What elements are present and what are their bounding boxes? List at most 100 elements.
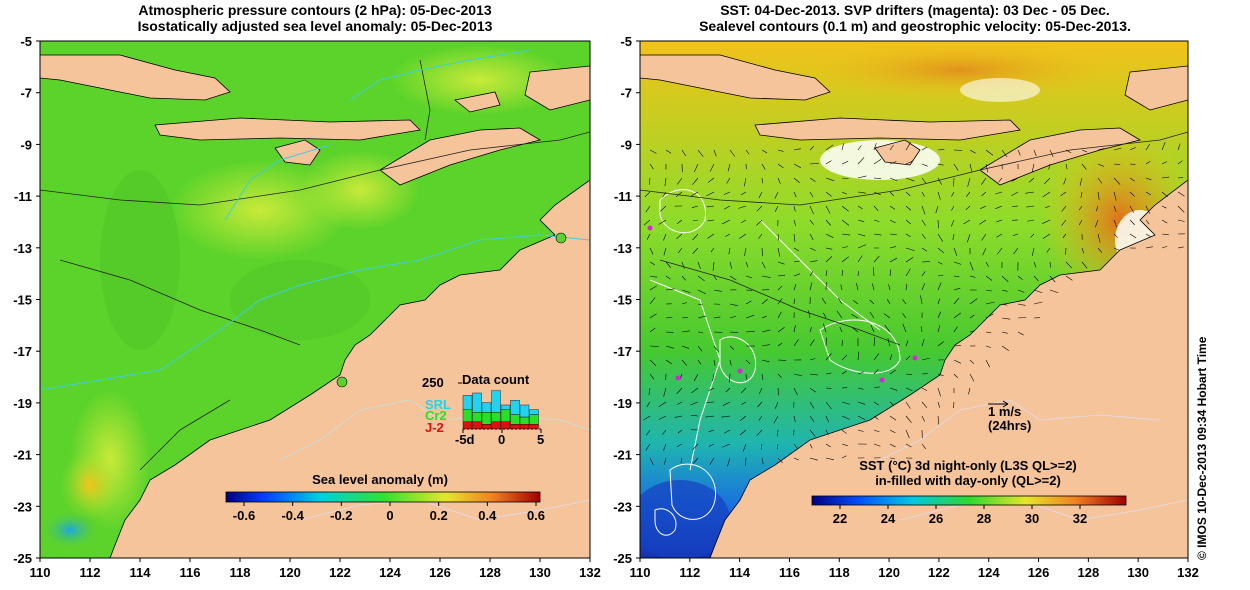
data-count-bar-srl bbox=[519, 404, 530, 418]
data-count-inset: Data count 250 -5d 0 5 SRL Cr2 J-2 bbox=[422, 372, 544, 447]
legend-j2: J-2 bbox=[425, 420, 444, 435]
data-count-bar-srl bbox=[462, 395, 473, 410]
right-xtick-label: 114 bbox=[729, 565, 751, 580]
left-ytick-label: -23 bbox=[13, 499, 32, 514]
data-count-bar-srl bbox=[472, 392, 482, 413]
right-xtick-label: 116 bbox=[779, 565, 800, 580]
right-xtick-label: 112 bbox=[679, 565, 700, 580]
left-ytick-label: -21 bbox=[13, 448, 32, 463]
left-xtick-label: 122 bbox=[329, 565, 351, 580]
data-count-xlabel-1: 0 bbox=[498, 432, 505, 447]
right-xtick-label: 132 bbox=[1177, 565, 1199, 580]
right-xtick-label: 122 bbox=[928, 565, 950, 580]
data-count-bar-cr2 bbox=[529, 414, 539, 425]
right-ytick-label: -7 bbox=[620, 86, 632, 101]
data-count-bar-cr2 bbox=[500, 409, 511, 422]
data-count-bar-cr2 bbox=[472, 412, 482, 423]
left-ytick-label: -9 bbox=[20, 137, 32, 152]
drifter-marker bbox=[647, 225, 653, 231]
data-count-bar-srl bbox=[491, 390, 501, 413]
sla-colorbar-tick-label: 0.4 bbox=[478, 508, 497, 523]
legend-srl: SRL bbox=[425, 397, 451, 412]
sst-colorbar-tick-label: 22 bbox=[833, 511, 847, 526]
left-map bbox=[40, 41, 590, 558]
data-count-bar-j-2 bbox=[462, 421, 473, 430]
right-ytick-label: -23 bbox=[613, 499, 632, 514]
left-xtick-label: 126 bbox=[429, 565, 451, 580]
sla-colorbar-label: Sea level anomaly (m) bbox=[312, 472, 448, 487]
right-ytick-label: -25 bbox=[613, 551, 632, 566]
left-xtick-label: 114 bbox=[130, 565, 152, 580]
sst-colorbar-tick-label: 30 bbox=[1025, 511, 1039, 526]
right-xtick-label: 124 bbox=[978, 565, 1000, 580]
data-count-bar-j-2 bbox=[472, 421, 482, 430]
drifter-marker bbox=[912, 355, 918, 361]
left-ytick-label: -7 bbox=[20, 86, 32, 101]
data-count-bar-srl bbox=[481, 402, 492, 413]
right-xtick-label: 126 bbox=[1028, 565, 1050, 580]
right-title-line1: SST: 04-Dec-2013. SVP drifters (magenta)… bbox=[720, 2, 1110, 18]
right-ytick-label: -13 bbox=[613, 241, 632, 256]
velocity-scale-line2: (24hrs) bbox=[988, 418, 1031, 433]
data-count-bar-srl bbox=[529, 409, 539, 415]
credit-text: © IMOS 10-Dec-2013 09:34 Hobart Time bbox=[1195, 336, 1209, 560]
right-title-line2: Sealevel contours (0.1 m) and geostrophi… bbox=[699, 18, 1131, 34]
sst-colorbar-label-line2: in-filled with day-only (QL>=2) bbox=[875, 473, 1061, 488]
data-count-xlabel-2: 5 bbox=[537, 432, 544, 447]
right-map bbox=[640, 41, 1188, 558]
left-ytick-label: -13 bbox=[13, 241, 32, 256]
velocity-scale: 1 m/s (24hrs) bbox=[988, 400, 1031, 433]
sla-colorbar-tick-label: 0.2 bbox=[430, 508, 448, 523]
right-xtick-label: 128 bbox=[1078, 565, 1100, 580]
data-count-bar-j-2 bbox=[510, 424, 520, 430]
right-ytick-label: -21 bbox=[613, 448, 632, 463]
drifter-marker bbox=[675, 375, 681, 381]
right-ytick-label: -11 bbox=[614, 189, 632, 204]
sla-colorbar-tick-label: 0.6 bbox=[527, 508, 545, 523]
right-xtick-label: 110 bbox=[630, 565, 651, 580]
drifter-marker bbox=[737, 368, 743, 374]
data-count-bars bbox=[462, 390, 539, 430]
sla-colorbar-tick-label: -0.4 bbox=[281, 508, 304, 523]
left-ytick-label: -25 bbox=[13, 551, 32, 566]
right-xtick-label: 118 bbox=[829, 565, 850, 580]
data-count-bar-cr2 bbox=[462, 409, 473, 422]
left-ytick-label: -11 bbox=[14, 189, 32, 204]
data-count-bar-cr2 bbox=[519, 416, 530, 425]
drifter-marker bbox=[879, 377, 885, 383]
sst-colorbar-tick-label: 28 bbox=[977, 511, 991, 526]
left-xtick-label: 120 bbox=[279, 565, 301, 580]
left-ytick-label: -17 bbox=[13, 344, 32, 359]
left-xtick-label: 132 bbox=[579, 565, 601, 580]
velocity-scale-line1: 1 m/s bbox=[988, 404, 1021, 419]
sla-colorbar-tick-label: 0 bbox=[386, 508, 393, 523]
right-axes: 110 112 114 116 118 120 122 124 126 128 130 132 -5 -7… bbox=[613, 34, 1199, 580]
sla-colorbar: Sea level anomaly (m) -0.6 -0.4 -0.2 0 0.2 0.… bbox=[225, 472, 545, 523]
left-ytick-label: -5 bbox=[20, 34, 32, 49]
data-count-bar-srl bbox=[510, 400, 520, 415]
sst-colorbar-tick-label: 24 bbox=[881, 511, 896, 526]
left-ytick-label: -15 bbox=[13, 293, 32, 308]
legend-cr2: Cr2 bbox=[425, 408, 447, 423]
data-count-bar-j-2 bbox=[481, 424, 492, 430]
sst-colorbar-tick-label: 26 bbox=[929, 511, 943, 526]
right-xtick-label: 130 bbox=[1127, 565, 1149, 580]
left-xtick-label: 128 bbox=[479, 565, 501, 580]
left-title-line2: Isostatically adjusted sea level anomaly… bbox=[137, 18, 493, 34]
sst-colorbar: SST (°C) 3d night-only (L3S QL>=2) in-fi… bbox=[811, 458, 1127, 526]
data-count-bar-srl bbox=[500, 404, 511, 411]
sst-colorbar-tick-label: 32 bbox=[1073, 511, 1087, 526]
right-ytick-label: -17 bbox=[613, 344, 632, 359]
data-count-max-label: 250 bbox=[422, 375, 444, 390]
right-xtick-label: 120 bbox=[878, 565, 900, 580]
sla-colorbar-tick-label: -0.6 bbox=[233, 508, 255, 523]
sst-colorbar-label-line1: SST (°C) 3d night-only (L3S QL>=2) bbox=[859, 458, 1077, 473]
data-count-bar-j-2 bbox=[500, 421, 511, 430]
right-ytick-label: -9 bbox=[620, 137, 632, 152]
right-ytick-label: -5 bbox=[620, 34, 632, 49]
data-count-bar-cr2 bbox=[491, 412, 501, 423]
left-xtick-label: 130 bbox=[529, 565, 551, 580]
left-xtick-label: 118 bbox=[230, 565, 251, 580]
data-count-title: Data count bbox=[462, 372, 530, 387]
